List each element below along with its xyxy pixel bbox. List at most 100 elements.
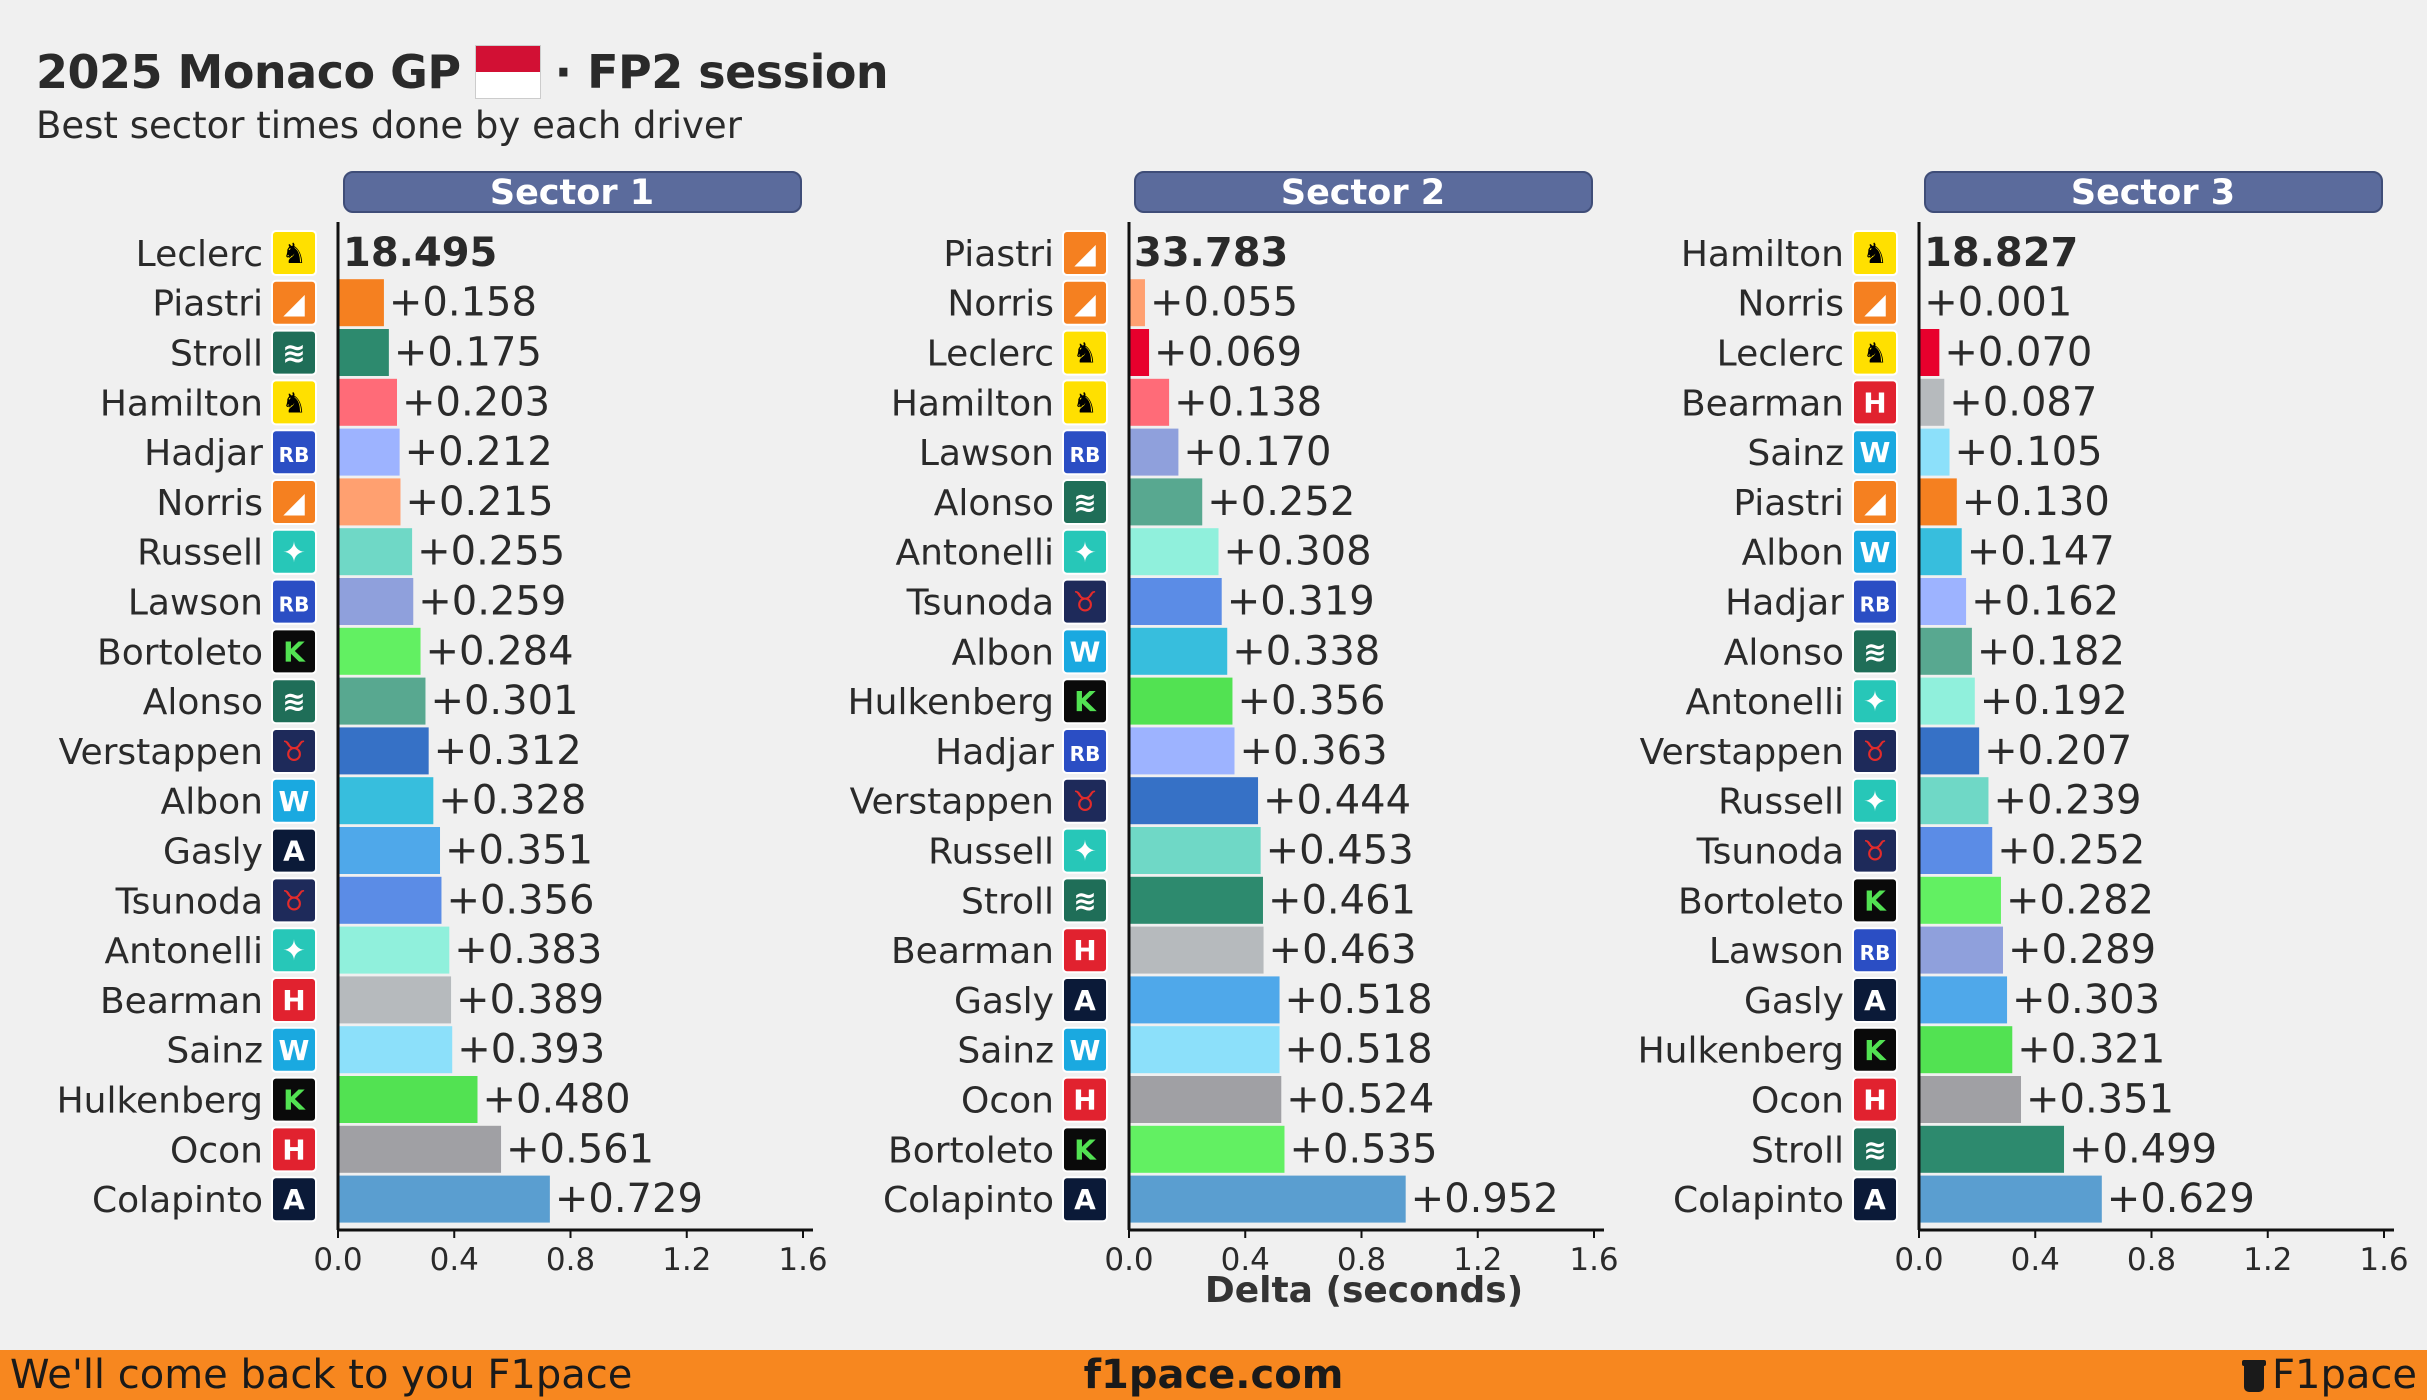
bar-albon (1129, 627, 1228, 675)
svg-text:♞: ♞ (1072, 386, 1097, 419)
svg-text:RB: RB (1860, 941, 1891, 965)
x-tick-label: 1.2 (1453, 1242, 1502, 1278)
bar-verstappen (338, 727, 429, 775)
value-label: +0.351 (445, 828, 593, 874)
bar-hamilton (338, 378, 397, 426)
svg-text:◢: ◢ (1074, 237, 1096, 270)
svg-text:◢: ◢ (283, 287, 305, 320)
bar-ocon (1919, 1076, 2022, 1123)
value-label: 18.495 (343, 230, 497, 276)
x-tick-label: 1.2 (2243, 1242, 2292, 1278)
svg-text:≋: ≋ (1073, 486, 1096, 519)
aston-wings-icon: ≋ (1062, 877, 1108, 924)
driver-label: Leclerc (927, 334, 1054, 375)
driver-label: Hamilton (891, 383, 1054, 424)
svg-text:♉: ♉ (281, 884, 306, 917)
svg-text:H: H (1073, 934, 1096, 967)
value-label: +0.192 (1980, 678, 2128, 724)
svg-text:RB: RB (279, 443, 310, 467)
bar-verstappen (1919, 727, 1980, 775)
x-tick-label: 0.8 (1337, 1242, 1386, 1278)
x-tick-label: 0.4 (2011, 1242, 2060, 1278)
x-axis-label: Delta (seconds) (1204, 1270, 1524, 1311)
value-label: +0.453 (1266, 828, 1414, 874)
driver-label: Colapinto (1673, 1180, 1844, 1221)
sector-2-title: Sector 2 (1281, 173, 1445, 213)
svg-text:♉: ♉ (281, 735, 306, 768)
svg-text:♉: ♉ (1862, 835, 1887, 868)
driver-label: Albon (161, 782, 263, 823)
driver-label: Albon (952, 632, 1054, 673)
value-label: +0.535 (1289, 1126, 1437, 1172)
monaco-flag-icon (474, 45, 541, 99)
bar-stroll (1919, 1125, 2065, 1173)
svg-text:K: K (1074, 1133, 1097, 1166)
value-label: +0.524 (1286, 1077, 1434, 1123)
bar-norris (338, 478, 401, 526)
svg-text:✦: ✦ (282, 934, 305, 967)
value-label: +0.252 (1207, 479, 1355, 525)
x-tick-label: 0.8 (546, 1242, 595, 1278)
red-bull-icon: ♉ (271, 728, 317, 774)
svg-text:✦: ✦ (1863, 685, 1886, 718)
value-label: +0.321 (2017, 1027, 2165, 1073)
mercedes-star-icon: ✦ (271, 927, 317, 974)
bar-russell (1919, 777, 1989, 825)
svg-text:K: K (283, 635, 306, 668)
x-tick-label: 0.8 (2127, 1242, 2176, 1278)
bar-antonelli (1129, 528, 1219, 576)
value-label: +0.255 (417, 529, 565, 575)
mclaren-swoosh-icon: ◢ (1852, 279, 1898, 326)
driver-label: Gasly (1744, 981, 1844, 1022)
driver-label: Leclerc (1717, 334, 1844, 375)
driver-label: Lawson (919, 433, 1054, 474)
haas-h-icon: H (271, 977, 317, 1023)
value-label: +0.207 (1984, 728, 2132, 774)
value-label: +0.356 (1237, 678, 1385, 724)
alpine-a-icon: A (1062, 1176, 1108, 1223)
value-label: +0.055 (1150, 280, 1298, 326)
bar-bearman (1919, 378, 1945, 426)
bar-hulkenberg (1919, 1026, 2013, 1074)
mercedes-star-icon: ✦ (1062, 528, 1108, 575)
aston-wings-icon: ≋ (1852, 1126, 1898, 1173)
haas-h-icon: H (1062, 1076, 1108, 1123)
bar-lawson (338, 578, 414, 625)
driver-label: Hamilton (100, 383, 263, 424)
value-label: +0.289 (2008, 927, 2156, 973)
driver-label: Verstappen (850, 782, 1054, 823)
footer-site[interactable]: f1pace.com (1083, 1352, 1344, 1398)
driver-label: Hadjar (935, 732, 1054, 773)
bar-colapinto (338, 1175, 550, 1223)
bar-hulkenberg (338, 1076, 478, 1123)
mclaren-swoosh-icon: ◢ (271, 279, 317, 326)
prancing-horse-icon: ♞ (271, 379, 317, 426)
mercedes-star-icon: ✦ (1852, 678, 1898, 725)
x-tick-label: 0.4 (1221, 1242, 1270, 1278)
bar-leclerc (1129, 329, 1150, 376)
svg-text:A: A (283, 1183, 305, 1216)
svg-text:♞: ♞ (1072, 337, 1097, 370)
svg-text:≋: ≋ (282, 337, 305, 370)
bar-hamilton (1129, 378, 1170, 426)
driver-label: Russell (137, 533, 263, 574)
value-label: +0.147 (1967, 529, 2115, 575)
svg-text:✦: ✦ (1863, 785, 1886, 818)
bar-gasly (1129, 976, 1280, 1024)
footer-brand: F1pace (2242, 1352, 2417, 1398)
value-label: 33.783 (1134, 230, 1288, 276)
red-bull-icon: ♉ (1062, 578, 1108, 625)
kick-sauber-icon: K (1852, 877, 1898, 924)
driver-label: Antonelli (1685, 682, 1844, 723)
bar-colapinto (1129, 1175, 1406, 1223)
driver-label: Tsunoda (1696, 832, 1844, 873)
driver-label: Hadjar (1725, 583, 1844, 624)
driver-label: Stroll (170, 334, 263, 375)
value-label: +0.170 (1183, 429, 1331, 475)
driver-label: Stroll (961, 881, 1054, 922)
driver-label: Piastri (943, 234, 1054, 275)
svg-text:✦: ✦ (1073, 835, 1096, 868)
svg-text:H: H (282, 984, 305, 1017)
value-label: +0.087 (1949, 379, 2097, 425)
